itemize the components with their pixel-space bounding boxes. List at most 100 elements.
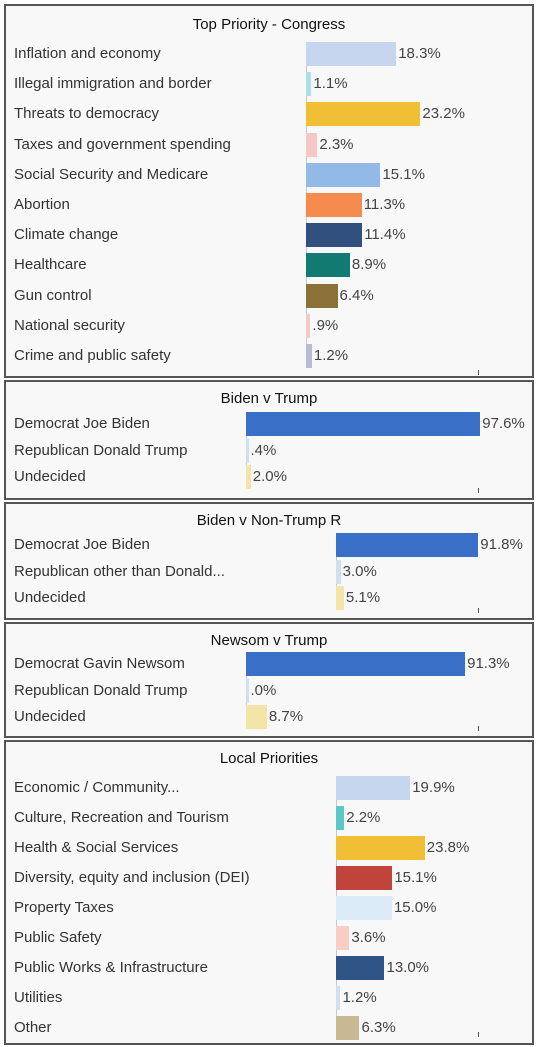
bar[interactable]: [246, 412, 481, 436]
bar[interactable]: [306, 193, 362, 217]
value-label: 13.0%: [386, 959, 430, 976]
category-label: Property Taxes: [14, 899, 114, 916]
bar[interactable]: [306, 162, 381, 187]
value-label: .9%: [312, 316, 339, 334]
bar[interactable]: [336, 533, 479, 557]
bar[interactable]: [336, 586, 344, 610]
bar[interactable]: [306, 253, 350, 278]
category-label: Utilities: [14, 989, 63, 1006]
value-label: 18.3%: [398, 45, 441, 62]
bar[interactable]: [336, 986, 341, 1010]
bar[interactable]: [336, 926, 350, 950]
bar[interactable]: [306, 283, 338, 308]
category-label: Climate change: [14, 226, 119, 244]
axis-tick: [478, 1032, 479, 1037]
category-label: Undecided: [14, 589, 86, 606]
bar[interactable]: [336, 776, 411, 800]
category-label: Inflation and economy: [14, 45, 161, 62]
chart-title: Biden v Non-Trump R: [196, 512, 342, 529]
bar[interactable]: [246, 465, 251, 489]
category-label: National security: [14, 316, 125, 334]
value-label: 1.2%: [342, 989, 377, 1006]
value-label: 91.8%: [480, 536, 523, 553]
category-label: Culture, Recreation and Tourism: [14, 809, 229, 826]
bar[interactable]: [306, 72, 312, 97]
bar[interactable]: [306, 344, 312, 368]
category-label: Democrat Joe Biden: [14, 536, 150, 553]
value-label: 97.6%: [482, 415, 525, 432]
value-label: 1.1%: [313, 75, 348, 93]
bar[interactable]: [246, 438, 249, 463]
category-label: Democrat Gavin Newsom: [14, 655, 185, 672]
value-label: 2.3%: [319, 135, 354, 153]
axis-tick: [478, 608, 479, 613]
category-label: Undecided: [14, 708, 86, 725]
category-label: Threats to democracy: [14, 105, 160, 123]
category-label: Public Safety: [14, 929, 102, 946]
value-label: 23.8%: [426, 839, 470, 856]
category-label: Social Security and Medicare: [14, 165, 209, 183]
chart-title: Newsom v Trump: [210, 632, 328, 649]
category-label: Undecided: [14, 468, 86, 485]
category-label: Public Works & Infrastructure: [14, 959, 208, 976]
value-label: .0%: [250, 681, 277, 699]
value-label: 6.3%: [361, 1019, 396, 1036]
category-label: Abortion: [14, 196, 70, 213]
category-label: Democrat Joe Biden: [14, 415, 150, 432]
axis-tick: [478, 370, 479, 375]
value-label: 1.2%: [313, 347, 349, 364]
category-label: Diversity, equity and inclusion (DEI): [14, 869, 250, 886]
chart-panel-2: Biden v Trump Democrat Joe Biden 97.6% Repu…: [4, 380, 534, 500]
value-label: 15.1%: [394, 869, 437, 886]
chart-panel-3: Biden v Non-Trump R Democrat Joe Biden 91.…: [4, 502, 534, 620]
axis-tick: [478, 726, 479, 731]
category-label: Taxes and government spending: [14, 135, 231, 153]
bar[interactable]: [306, 102, 421, 127]
bar[interactable]: [336, 866, 393, 890]
value-label: 2.2%: [346, 809, 381, 826]
bar[interactable]: [336, 956, 385, 980]
value-label: 91.3%: [467, 655, 510, 672]
category-label: Illegal immigration and border: [14, 75, 212, 93]
bar[interactable]: [336, 806, 345, 830]
value-label: 3.6%: [351, 929, 386, 946]
bar[interactable]: [246, 678, 249, 703]
category-label: Republican other than Donald...: [14, 562, 225, 580]
bar[interactable]: [306, 132, 318, 157]
value-label: 11.3%: [363, 196, 406, 213]
chart-title: Top Priority - Congress: [192, 16, 346, 33]
axis-tick: [478, 488, 479, 493]
bar[interactable]: [306, 313, 311, 338]
bar[interactable]: [246, 652, 466, 676]
value-label: 8.7%: [268, 708, 304, 725]
category-label: Republican Donald Trump: [14, 681, 188, 699]
bar[interactable]: [246, 705, 267, 729]
category-label: Crime and public safety: [14, 347, 171, 364]
value-label: 19.9%: [412, 779, 455, 796]
value-label: 11.4%: [364, 226, 406, 244]
category-label: Other: [14, 1019, 52, 1036]
value-label: 3.0%: [342, 562, 377, 580]
bar[interactable]: [336, 1016, 360, 1040]
category-label: Economic / Community...: [14, 779, 180, 796]
bar[interactable]: [336, 896, 392, 920]
chart-title: Local Priorities: [219, 750, 319, 767]
category-label: Health & Social Services: [14, 839, 179, 856]
value-label: .4%: [250, 441, 277, 459]
bar[interactable]: [306, 223, 363, 248]
value-label: 15.0%: [393, 899, 437, 916]
category-label: Republican Donald Trump: [14, 441, 188, 459]
value-label: 5.1%: [345, 589, 381, 606]
category-label: Gun control: [14, 286, 92, 304]
chart-panel-5: Local Priorities Economic / Community... 1…: [4, 740, 534, 1045]
chart-title: Biden v Trump: [220, 390, 318, 407]
chart-panel-4: Newsom v Trump Democrat Gavin Newsom 91.3%…: [4, 622, 534, 738]
chart-panel-1: Top Priority - Congress Inflation and eco…: [4, 4, 534, 378]
value-label: 15.1%: [382, 165, 425, 183]
category-label: Healthcare: [14, 256, 87, 274]
bar[interactable]: [306, 42, 397, 66]
value-label: 8.9%: [351, 256, 387, 274]
bar[interactable]: [336, 836, 425, 860]
bar[interactable]: [336, 559, 341, 584]
